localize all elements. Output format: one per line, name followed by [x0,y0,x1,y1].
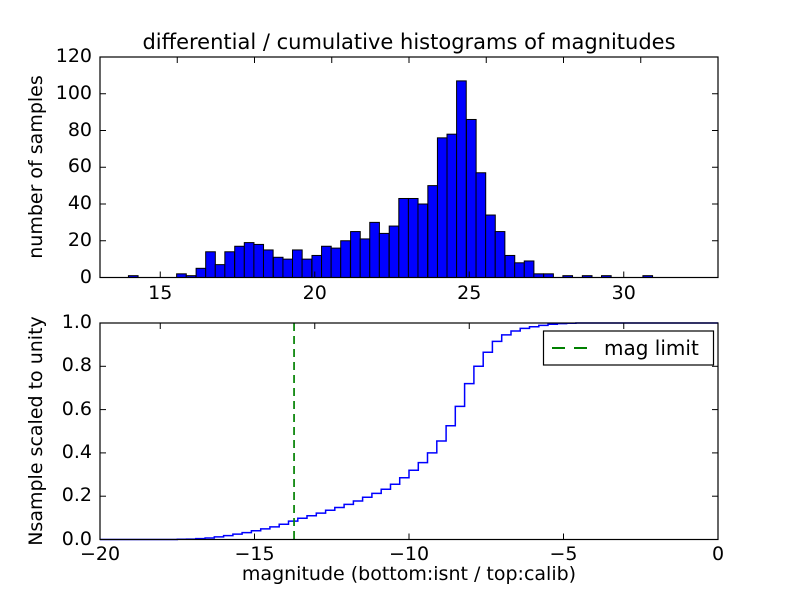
histogram-bar [311,254,323,278]
histogram-bar [504,254,516,278]
bottom-ytick-label: 0.4 [61,440,92,463]
histogram-bar [359,238,371,279]
top-ytick-label: 60 [67,155,92,178]
xlabel: magnitude (bottom:isnt / top:calib) [241,563,577,585]
histogram-bar [243,242,255,278]
histogram-bar [292,249,303,278]
histogram-bar [465,118,477,278]
histogram-bar [523,260,535,278]
histogram-bar [485,214,496,278]
legend-label: mag limit [604,336,699,360]
histogram-bar [234,245,245,278]
histogram-bar [427,185,439,278]
legend-box [542,330,715,366]
histogram-bar [436,137,448,278]
top-ytick-label: 0 [79,265,92,288]
bottom-xtick-label: −20 [79,543,121,565]
bottom-ytick-label: 0.0 [61,527,92,550]
histogram-bar [494,231,506,278]
histogram-bar [398,197,409,278]
bottom-plot-ylabel: Nsample scaled to unity [25,316,47,546]
histogram-bar [446,133,458,278]
histogram-bar [340,240,351,278]
histogram-bar [456,80,467,278]
top-xtick-label: 15 [148,282,173,304]
histogram-bar [272,256,284,279]
bottom-xtick-label: 0 [711,543,725,565]
histogram-bar [301,258,313,278]
bottom-xtick-label: −5 [549,543,578,565]
histogram-bar [378,232,390,278]
histogram-bar [369,221,380,278]
histogram-bar [475,172,487,278]
histogram-bar [514,262,525,278]
top-ytick-label: 80 [67,118,92,141]
chart-title: differential / cumulative histograms of … [142,30,676,54]
histogram-bar [195,267,207,278]
top-xtick-label: 30 [611,282,636,304]
histogram-bar [388,225,400,279]
histogram-bar [224,251,235,278]
top-ytick-label: 120 [55,45,92,67]
histogram-bar [214,264,226,279]
top-xtick-label: 20 [302,282,327,304]
top-ytick-label: 40 [67,192,92,214]
histogram-bar [321,245,332,278]
histogram-bar [407,197,419,278]
histogram-bar [262,249,274,278]
histogram-bar [205,251,216,278]
bottom-xtick-label: −10 [388,543,430,565]
cumulative-step-curve [100,322,718,541]
histogram-bar [282,258,294,278]
bottom-ytick-label: 1.0 [61,311,92,333]
bottom-xtick-label: −15 [234,543,275,565]
histogram-bar [253,243,265,279]
top-ytick-label: 20 [67,228,92,251]
histogram-bar [350,231,361,278]
top-xtick-label: 25 [457,282,482,304]
bottom-ytick-label: 0.2 [61,484,92,507]
histogram-bar [417,203,429,278]
histogram-bar [330,247,342,279]
top-ytick-label: 100 [55,81,92,104]
bottom-ytick-label: 0.8 [61,354,92,377]
top-plot-ylabel: number of samples [25,75,47,259]
bottom-ytick-label: 0.6 [61,397,92,420]
